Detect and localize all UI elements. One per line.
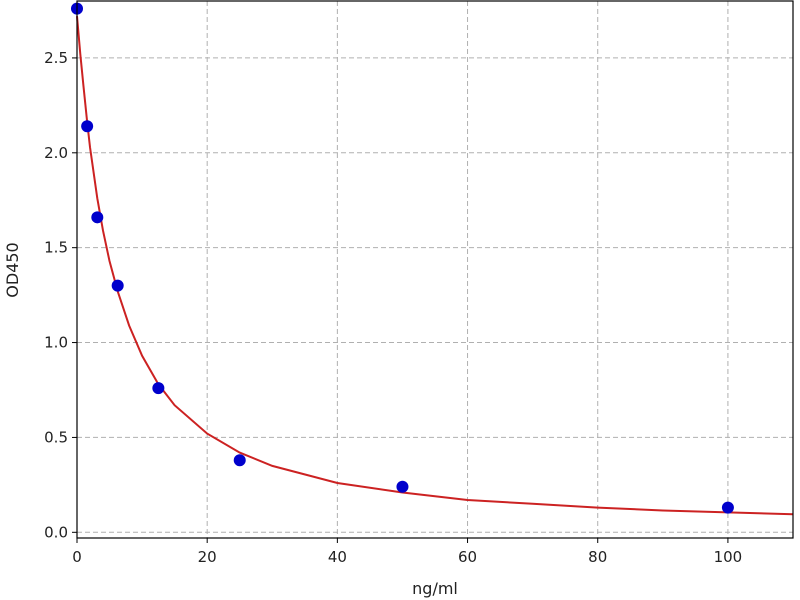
data-point (396, 480, 409, 493)
data-point (91, 211, 104, 224)
data-point (81, 120, 94, 133)
x-tick-label: 0 (72, 548, 82, 566)
y-tick-label: 1.0 (44, 334, 68, 352)
x-axis-label: ng/ml (412, 579, 458, 598)
x-tick-label: 80 (588, 548, 607, 566)
y-tick-label: 2.5 (44, 49, 68, 67)
x-tick-label: 100 (714, 548, 743, 566)
y-axis-label: OD450 (3, 242, 22, 297)
y-tick-label: 0.0 (44, 523, 68, 541)
y-tick-label: 2.0 (44, 144, 68, 162)
x-tick-label: 40 (328, 548, 347, 566)
x-tick-label: 60 (458, 548, 477, 566)
data-point (111, 279, 124, 292)
data-point (233, 454, 246, 467)
y-tick-label: 0.5 (44, 428, 68, 446)
data-point (721, 501, 734, 514)
plot-frame (76, 0, 794, 539)
fit-curve-line (76, 16, 794, 516)
data-point (152, 382, 165, 395)
axis-ticks: 0 20 40 60 80 100 0.0 0.5 1.0 1.5 2.0 2.5 (44, 49, 742, 566)
fit-curve-layer (76, 16, 794, 516)
x-tick-label: 20 (198, 548, 217, 566)
y-tick-label: 1.5 (44, 239, 68, 257)
